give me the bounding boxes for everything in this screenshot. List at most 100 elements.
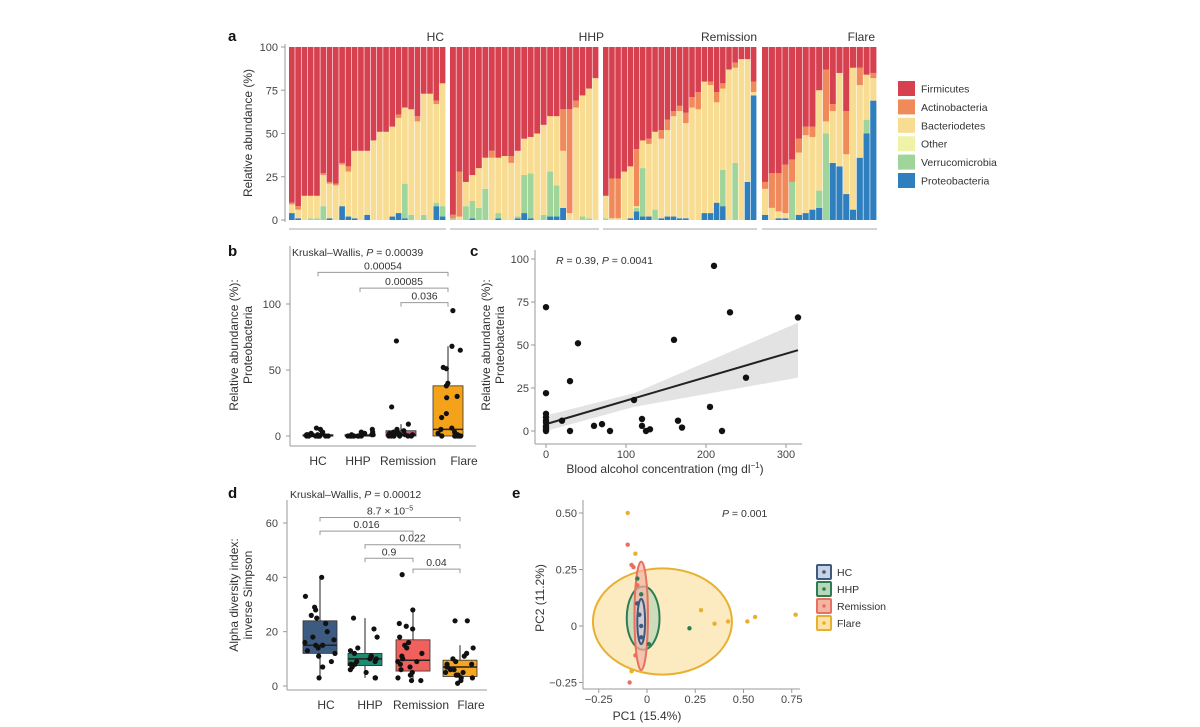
e-point-hhp [635, 576, 640, 581]
data-point [308, 612, 314, 618]
data-point [331, 637, 337, 643]
a-bar-segment-firmicutes [358, 47, 364, 151]
data-point [302, 639, 308, 646]
a-bar-segment-bacteriodetes [402, 107, 408, 184]
a-bar-segment-firmicutes [414, 47, 421, 117]
a-bar-segment-proteobacteria [402, 218, 408, 220]
a-bar-segment-actinobacteria [295, 206, 301, 210]
a-bar-segment-verrucomicrobia [652, 209, 658, 220]
data-point [390, 429, 397, 435]
a-bar-segment-bacteriodetes [414, 121, 421, 220]
data-point [328, 658, 334, 665]
a-bar-segment-firmicutes [351, 47, 358, 151]
c-data-point [606, 427, 614, 435]
significance-p-value: 0.00085 [385, 276, 423, 288]
a-bar-segment-bacteriodetes [351, 150, 358, 219]
data-point [418, 677, 424, 684]
a-bar-segment-proteobacteria [683, 218, 689, 220]
a-bar-segment-verrucomicrobia [816, 190, 823, 208]
a-bar-segment-bacteriodetes [633, 206, 640, 208]
e-x-tick-label: −0.25 [585, 694, 613, 706]
a-bar-segment-bacteriodetes [621, 171, 628, 220]
significance-p-value: 0.00054 [364, 260, 402, 272]
a-bar-segment-verrucomicrobia [408, 214, 414, 220]
data-point [371, 626, 377, 632]
e-point-flare [745, 619, 750, 624]
a-bar-segment-bacteriodetes [870, 78, 877, 101]
a-plot: 0 25 50 75 100 [260, 42, 877, 230]
box-flare [432, 385, 464, 437]
p-value-exponent: −5 [405, 506, 413, 513]
a-bar-segment-verrucomicrobia [482, 188, 489, 220]
a-bar-segment-firmicutes [627, 47, 634, 167]
b-x-tick-label-remission: Remission [380, 454, 436, 468]
d-x-tick-label-remission: Remission [393, 698, 449, 712]
data-point [320, 642, 326, 648]
c-y-axis-label-line2: Proteobacteria [493, 306, 507, 384]
a-bar-segment-firmicutes [289, 47, 295, 203]
a-bar-segment-firmicutes [732, 47, 738, 63]
a-bar-segment-firmicutes [633, 47, 640, 150]
a-bar-segment-proteobacteria [395, 213, 402, 220]
data-point [435, 430, 441, 436]
significance-bracket [400, 302, 449, 307]
a-bar-segment-firmicutes [683, 47, 689, 113]
a-bar-segment-firmicutes [521, 47, 528, 139]
a-bar-segment-actinobacteria [676, 105, 683, 112]
a-bar-segment-actinobacteria [658, 130, 664, 139]
b-y-tick-label: 0 [275, 431, 281, 443]
a-bar-segment-actinobacteria [809, 126, 816, 137]
c-data-point [542, 427, 550, 435]
a-bar-segment-verrucomicrobia [495, 213, 502, 219]
data-point [363, 669, 369, 676]
data-point [444, 664, 450, 670]
a-bar-segment-firmicutes [579, 47, 586, 96]
data-point [399, 572, 405, 578]
significance-p-value: 0.016 [353, 519, 379, 531]
a-legend-label: Firmicutes [921, 84, 969, 96]
data-point [397, 634, 403, 640]
data-point [389, 404, 395, 410]
a-bar-segment-firmicutes [488, 47, 495, 151]
a-bar-segment-proteobacteria [836, 166, 843, 220]
c-y-tick-label: 25 [517, 383, 529, 395]
a-bar-segment-verrucomicrobia [789, 181, 796, 220]
b-y-axis-label-line2: Proteobacteria [241, 306, 255, 384]
e-point-hhp [687, 626, 692, 631]
a-bar-segment-proteobacteria [870, 100, 877, 220]
data-point [396, 430, 402, 436]
a-bar-segment-actinobacteria [768, 173, 775, 208]
data-point [464, 618, 470, 624]
data-point [454, 393, 460, 399]
a-bar-segment-firmicutes [720, 47, 726, 84]
a-bar-segment-verrucomicrobia [469, 200, 476, 219]
a-bar-segment-bacteriodetes [627, 166, 634, 219]
a-bar-segment-proteobacteria [720, 206, 726, 220]
a-facet-label-hc: HC [427, 30, 445, 44]
e-point-flare [793, 612, 798, 617]
c-y-axis-label-line1: Relative abundance (%): [479, 279, 493, 410]
data-point [402, 432, 408, 438]
b-kruskal-wallis-text: Kruskal–Wallis, P = 0.00039 [292, 247, 423, 259]
panel-label-c: c [470, 243, 478, 260]
a-bar-segment-firmicutes [339, 47, 345, 163]
a-bar-segment-verrucomicrobia [579, 216, 586, 220]
a-bar-segment-firmicutes [553, 47, 560, 117]
a-y-tick-label: 0 [272, 215, 278, 227]
c-data-point [566, 427, 574, 435]
a-bar-segment-bacteriodetes [383, 131, 389, 220]
c-data-point [726, 309, 734, 316]
a-bar-segment-bacteriodetes [609, 218, 615, 220]
a-bar-segment-firmicutes [789, 47, 796, 160]
a-bar-segment-bacteriodetes [427, 93, 433, 220]
a-bar-segment-verrucomicrobia [527, 173, 534, 219]
a-bar-segment-proteobacteria [351, 218, 358, 220]
c-y-tick-label: 0 [523, 426, 529, 438]
c-data-point [638, 422, 646, 430]
a-bar-segment-firmicutes [527, 47, 534, 137]
a-bar-segment-proteobacteria [514, 218, 521, 220]
a-bar-segment-proteobacteria [849, 209, 857, 220]
c-x-tick-label: 100 [617, 449, 635, 461]
c-data-point [638, 415, 646, 423]
a-bar-segment-bacteriodetes [540, 124, 547, 215]
